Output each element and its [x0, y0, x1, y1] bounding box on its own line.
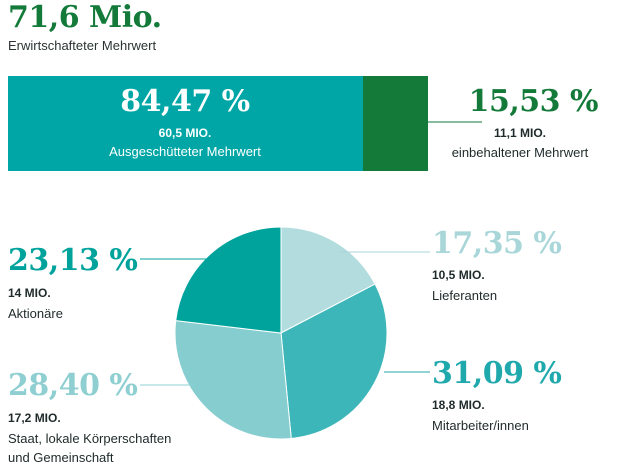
pie-slice-staat [174, 320, 292, 440]
slice-label-mitarbeiter: Mitarbeiter/innen [432, 418, 529, 433]
distributed-percent: 84,47 % [120, 84, 250, 119]
total-value: 71,6 Mio. [8, 0, 162, 35]
pie-slices [174, 226, 388, 440]
pie-slice-aktionaere [175, 226, 282, 334]
slice-percent-aktionaere: 23,13 % [8, 243, 138, 278]
slice-amount-mitarbeiter: 18,8 MIO. [432, 398, 485, 412]
slice-amount-staat: 17,2 MIO. [8, 411, 61, 425]
pie-slice-mitarbeiter [280, 283, 388, 440]
slice-amount-aktionaere: 14 MIO. [8, 286, 51, 300]
slice-percent-staat: 28,40 % [8, 368, 138, 403]
slice-percent-lieferanten: 17,35 % [432, 226, 562, 261]
retained-amount: 11,1 MIO. [493, 126, 547, 140]
slice-label-lieferanten: Lieferanten [432, 288, 498, 303]
slice-label-aktionaere: Aktionäre [8, 306, 63, 321]
distributed-label: Ausgeschütteter Mehrwert [109, 144, 261, 159]
bar-segment-distributed [8, 76, 363, 171]
slice-label-staat-line2: und Gemeinschaft [8, 450, 114, 465]
total-label: Erwirtschafteter Mehrwert [8, 38, 157, 53]
distributed-amount: 60,5 MIO. [158, 126, 212, 140]
pie-leader-lines [140, 251, 430, 386]
slice-amount-lieferanten: 10,5 MIO. [432, 268, 485, 282]
bar-segment-retained [363, 76, 428, 171]
retained-label: einbehaltener Mehrwert [451, 145, 589, 160]
stacked-bar: 84,47 % 60,5 MIO. Ausgeschütteter Mehrwe… [8, 76, 428, 171]
slice-percent-mitarbeiter: 31,09 % [432, 356, 562, 391]
pie-slice-lieferanten [280, 226, 376, 334]
slice-label-staat-line1: Staat, lokale Körperschaften [8, 431, 172, 446]
retained-percent: 15,53 % [468, 84, 599, 119]
